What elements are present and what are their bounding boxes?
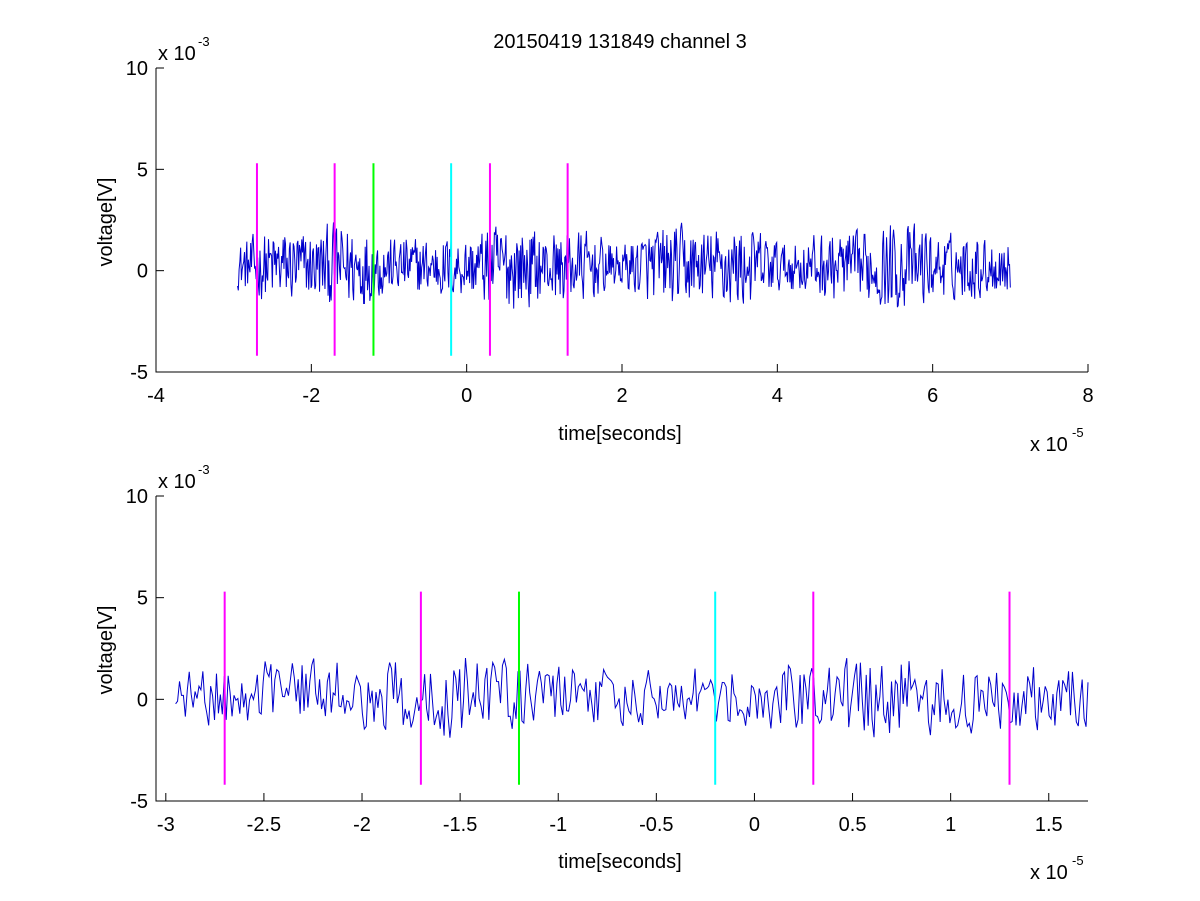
bottom-y-multiplier-exp: -3 <box>198 462 210 477</box>
top-waveform-series <box>237 222 1011 309</box>
bottom-y-multiplier: x 10 -3 <box>158 462 210 493</box>
figure-title: 20150419 131849 channel 3 <box>493 31 747 53</box>
top-x-tick-label: 6 <box>927 385 938 407</box>
top-y-multiplier: x 10 -3 <box>158 34 210 65</box>
top-subplot: x 10 -3 x 10 -5 time[seconds] voltage[V]… <box>95 34 1094 456</box>
top-x-multiplier: x 10 -5 <box>1030 425 1084 456</box>
bottom-y-tick-label: -5 <box>130 791 148 813</box>
top-y-tick-label: 10 <box>126 58 148 80</box>
bottom-axes-frame <box>155 496 1088 802</box>
bottom-y-axis-label: voltage[V] <box>95 606 117 695</box>
bottom-x-tick-label: 1.5 <box>1035 814 1063 836</box>
bottom-waveform-series <box>175 657 1089 738</box>
bottom-x-tick-label: -1 <box>549 814 567 836</box>
bottom-subplot: x 10 -3 x 10 -5 time[seconds] voltage[V]… <box>95 462 1089 884</box>
bottom-x-tick-label: -0.5 <box>639 814 673 836</box>
bottom-x-tick-label: 0.5 <box>839 814 867 836</box>
bottom-x-multiplier-base: x 10 <box>1030 862 1068 884</box>
bottom-x-tick-label: -2 <box>353 814 371 836</box>
bottom-x-tick-label: 1 <box>945 814 956 836</box>
top-y-multiplier-exp: -3 <box>198 34 210 49</box>
bottom-y-tick-label: 10 <box>126 486 148 508</box>
top-x-tick-label: 0 <box>461 385 472 407</box>
top-y-tick-label: 0 <box>137 261 148 283</box>
bottom-x-multiplier-exp: -5 <box>1072 853 1084 868</box>
bottom-x-tick-label: 0 <box>749 814 760 836</box>
bottom-x-tick-label: -3 <box>157 814 175 836</box>
top-axes-frame <box>155 68 1088 373</box>
top-y-multiplier-base: x 10 <box>158 43 196 65</box>
top-x-tick-label: 4 <box>772 385 783 407</box>
top-y-tick-label: 5 <box>137 159 148 181</box>
top-y-tick-label: -5 <box>130 362 148 384</box>
top-x-tick-label: -4 <box>147 385 165 407</box>
bottom-x-tick-label: -1.5 <box>443 814 477 836</box>
top-x-tick-label: 2 <box>616 385 627 407</box>
top-x-multiplier-exp: -5 <box>1072 425 1084 440</box>
top-y-axis-label: voltage[V] <box>95 178 117 267</box>
top-x-axis-label: time[seconds] <box>558 423 681 445</box>
bottom-x-axis-label: time[seconds] <box>558 851 681 873</box>
bottom-y-tick-label: 0 <box>137 689 148 711</box>
bottom-x-tick-label: -2.5 <box>247 814 281 836</box>
top-x-multiplier-base: x 10 <box>1030 434 1068 456</box>
top-x-tick-label: -2 <box>302 385 320 407</box>
bottom-y-tick-label: 5 <box>137 588 148 610</box>
top-x-tick-label: 8 <box>1082 385 1093 407</box>
bottom-x-multiplier: x 10 -5 <box>1030 853 1084 884</box>
bottom-y-multiplier-base: x 10 <box>158 471 196 493</box>
